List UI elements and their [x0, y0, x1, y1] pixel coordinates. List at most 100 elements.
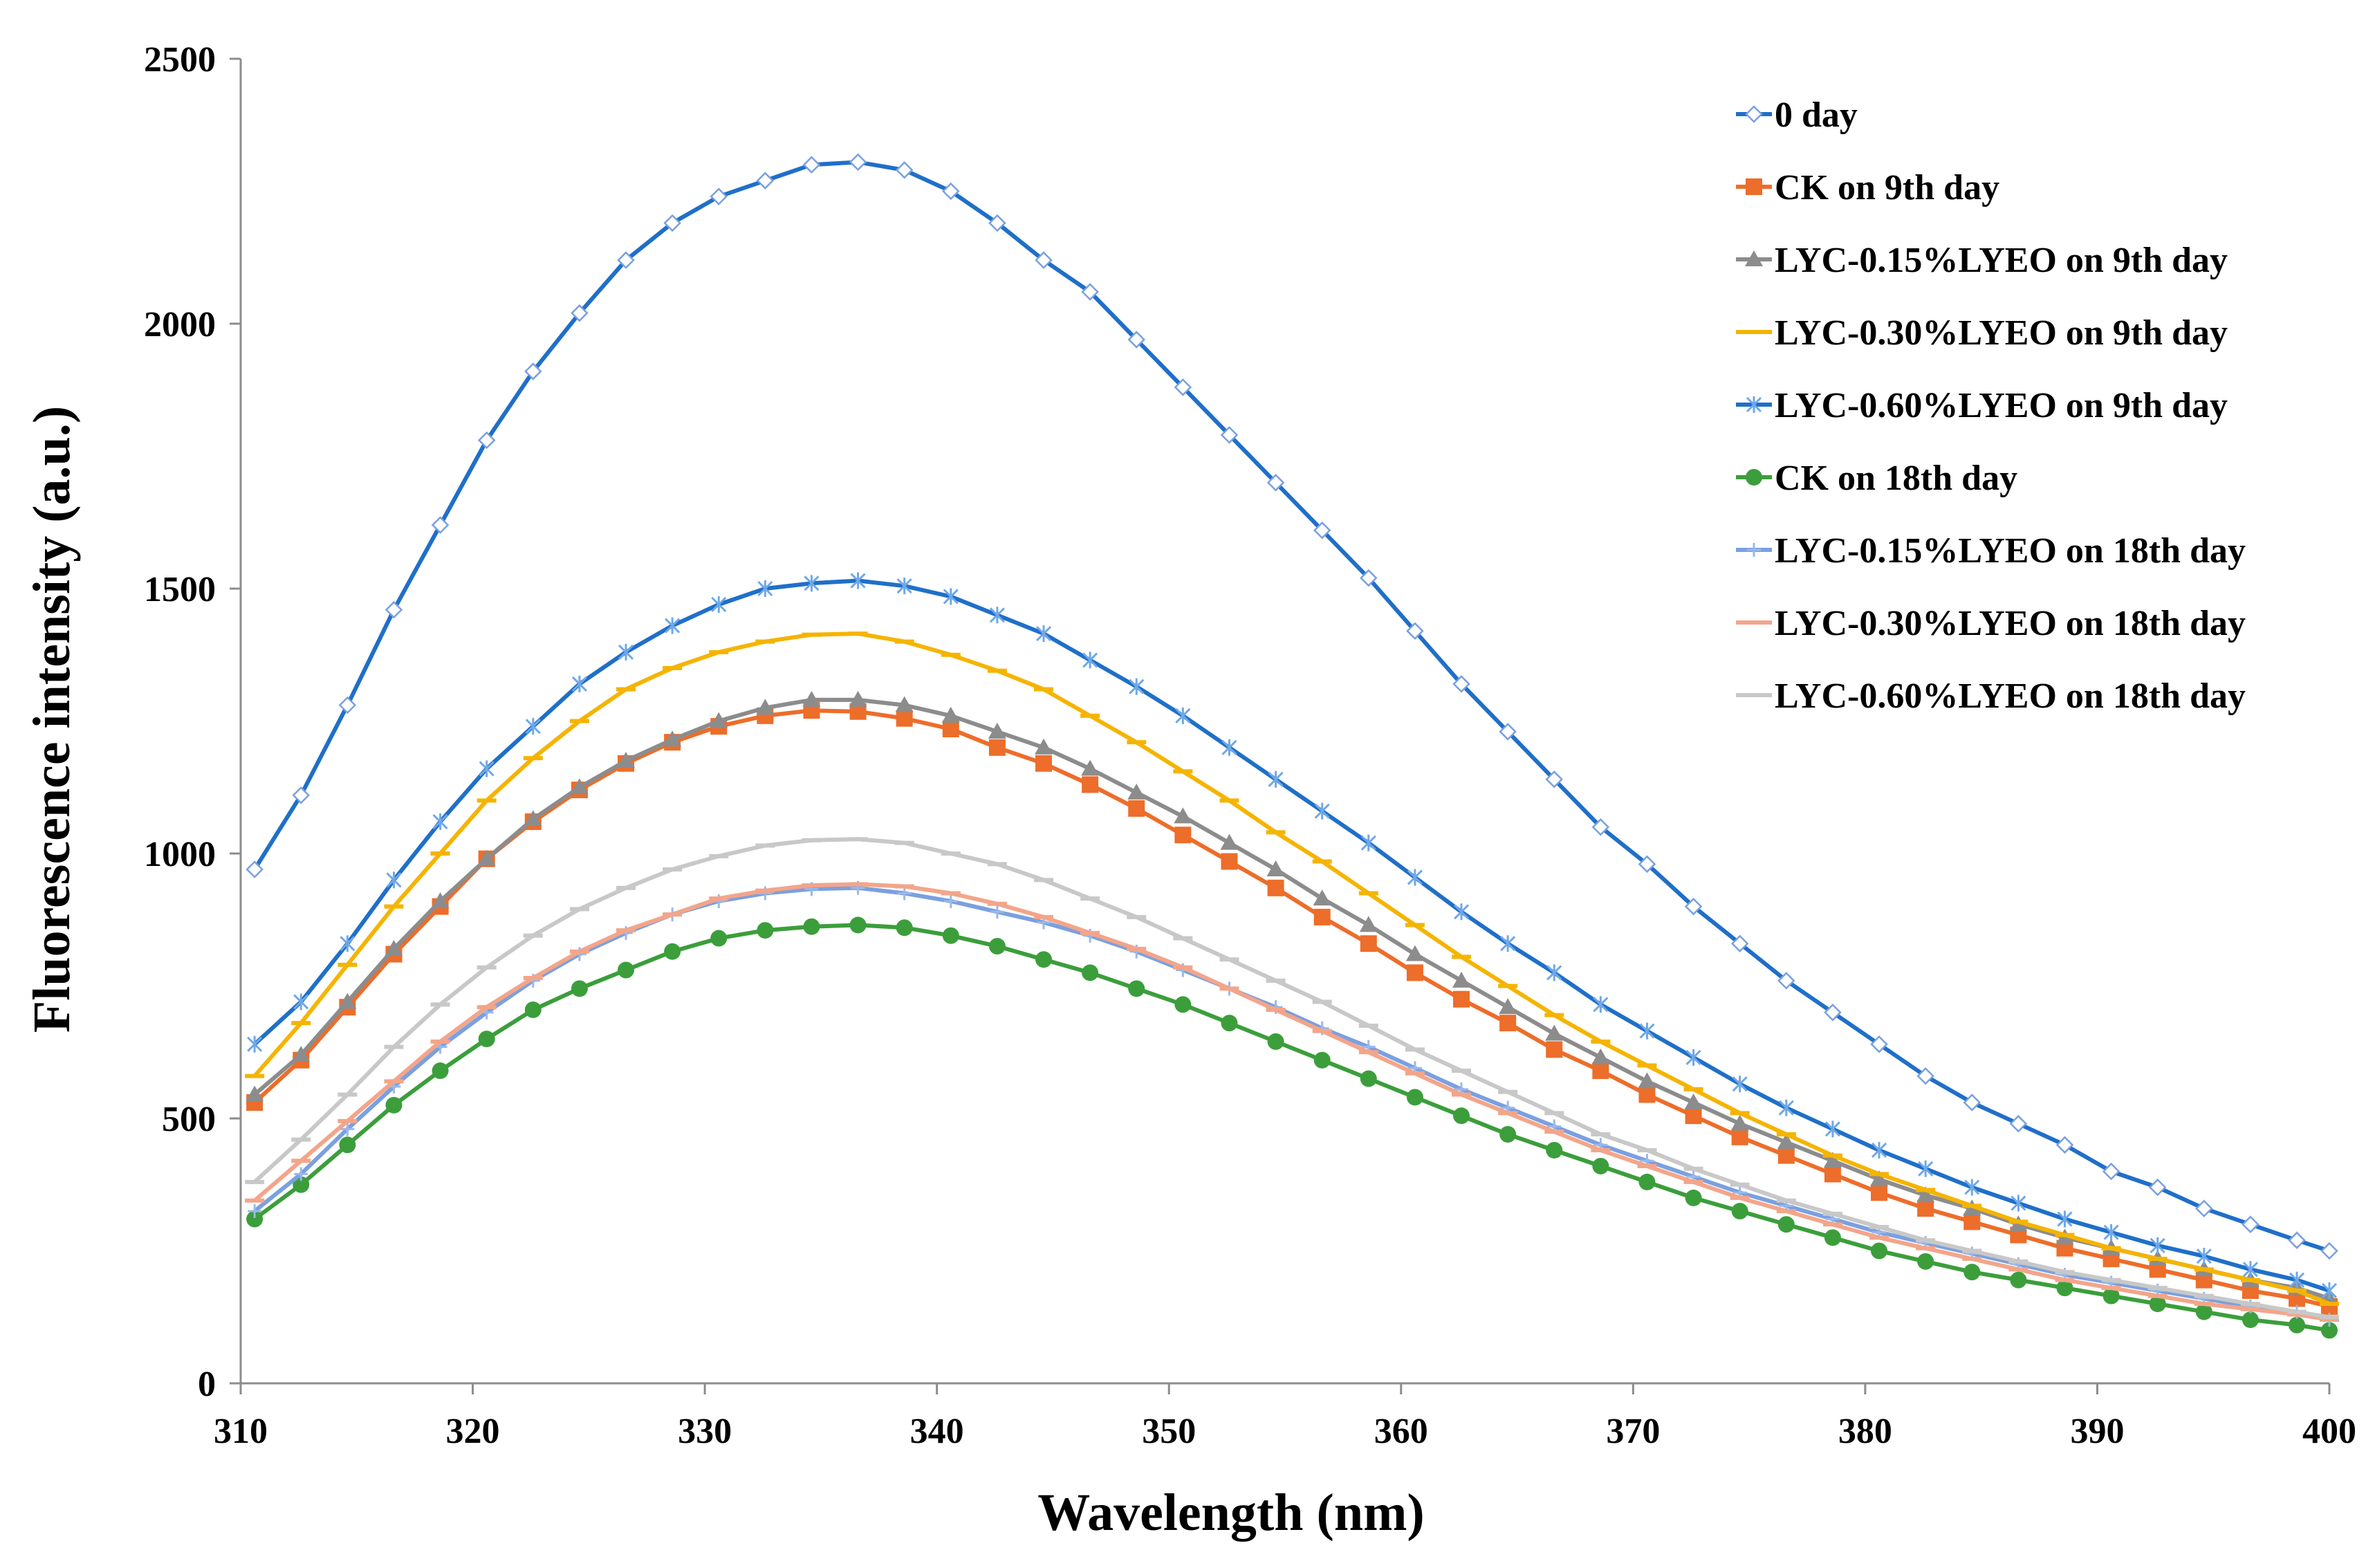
data-point — [1406, 964, 1423, 981]
data-point — [943, 588, 959, 605]
data-point — [1776, 1198, 1796, 1203]
data-point — [1824, 1004, 1842, 1022]
data-point — [803, 918, 820, 935]
legend-label: LYC-0.30%LYEO on 9th day — [1775, 313, 2228, 353]
data-point — [1683, 1166, 1703, 1171]
legend-marker — [1746, 396, 1762, 413]
data-point — [988, 214, 1006, 232]
data-point — [338, 1092, 358, 1097]
data-point — [1917, 1200, 1934, 1217]
data-point — [941, 706, 960, 723]
data-point — [2148, 1178, 2167, 1197]
data-point — [1871, 1141, 1887, 1159]
data-point — [1684, 1094, 1703, 1110]
data-point — [1266, 474, 1285, 492]
data-point — [663, 912, 683, 917]
x-tick-label: 360 — [1374, 1412, 1428, 1451]
data-point — [1173, 769, 1193, 774]
data-point — [1544, 1129, 1564, 1134]
data-point — [988, 739, 1006, 756]
data-point — [710, 187, 728, 205]
x-tick-label: 400 — [2302, 1412, 2356, 1451]
data-point — [523, 976, 543, 981]
data-point — [850, 572, 866, 589]
data-point — [432, 813, 448, 831]
data-point — [2196, 1248, 2212, 1265]
data-point — [849, 690, 867, 707]
x-tick-label: 390 — [2070, 1412, 2124, 1451]
y-tick-label: 2500 — [144, 40, 216, 80]
data-point — [2321, 1282, 2338, 1299]
data-point — [1406, 622, 1424, 640]
data-point — [570, 778, 589, 795]
data-point — [2242, 1215, 2260, 1233]
legend-label: LYC-0.15%LYEO on 9th day — [1775, 241, 2228, 280]
series-6 — [246, 916, 2338, 1339]
data-point — [665, 617, 681, 634]
data-point — [1685, 1049, 1701, 1066]
data-point — [618, 643, 634, 661]
data-point — [385, 600, 403, 619]
data-point — [1173, 965, 1193, 970]
data-point — [1962, 1256, 1982, 1261]
data-point — [1313, 521, 1331, 539]
legend-label: LYC-0.15%LYEO on 18th day — [1775, 531, 2246, 571]
x-tick-label: 310 — [214, 1412, 268, 1451]
data-point — [616, 928, 636, 933]
data-point — [571, 675, 587, 692]
data-point — [941, 891, 961, 896]
data-point — [943, 894, 958, 908]
data-point — [1266, 978, 1286, 983]
data-point — [384, 1079, 404, 1084]
data-point — [756, 172, 775, 190]
data-point — [802, 632, 822, 637]
data-point — [894, 840, 914, 845]
data-point — [1498, 1111, 1518, 1116]
legend-marker — [1744, 620, 1764, 625]
data-point — [1638, 1173, 1656, 1190]
data-point — [2055, 1270, 2075, 1275]
data-point — [896, 919, 913, 937]
data-point — [2008, 1267, 2029, 1272]
x-tick-label: 380 — [1838, 1412, 1892, 1451]
data-point — [294, 1167, 308, 1181]
data-point — [896, 710, 913, 727]
legend-marker — [1746, 178, 1762, 195]
data-point — [2057, 1210, 2073, 1228]
data-point — [664, 943, 681, 960]
data-point — [1637, 1163, 1657, 1168]
data-point — [1777, 972, 1795, 990]
data-point — [338, 962, 358, 967]
data-point — [710, 930, 728, 947]
data-point — [338, 1118, 358, 1123]
data-point — [524, 362, 542, 380]
data-point — [2289, 1271, 2305, 1289]
series-line — [253, 923, 2330, 1333]
legend-label: CK on 9th day — [1775, 168, 1999, 207]
data-point — [1777, 1216, 1795, 1233]
data-point — [1499, 723, 1517, 741]
data-point — [849, 703, 867, 720]
data-point — [1313, 889, 1331, 906]
data-point — [617, 251, 635, 269]
data-point — [2320, 1302, 2339, 1307]
data-point — [987, 862, 1007, 867]
data-point — [1220, 426, 1239, 444]
data-point — [1452, 1092, 1472, 1097]
data-point — [292, 786, 311, 804]
data-point — [988, 722, 1006, 739]
data-point — [757, 580, 773, 597]
data-point — [1127, 914, 1147, 919]
data-point — [618, 961, 635, 979]
data-point — [1314, 802, 1330, 820]
data-point — [1546, 964, 1562, 981]
data-point — [1871, 1242, 1888, 1260]
series-layer — [245, 153, 2339, 1339]
data-point — [2289, 1316, 2306, 1334]
data-point — [523, 933, 543, 938]
data-point — [1268, 771, 1284, 788]
data-point — [386, 871, 402, 889]
series-line — [253, 697, 2330, 1301]
data-point — [384, 904, 404, 909]
data-point — [1221, 1015, 1238, 1032]
